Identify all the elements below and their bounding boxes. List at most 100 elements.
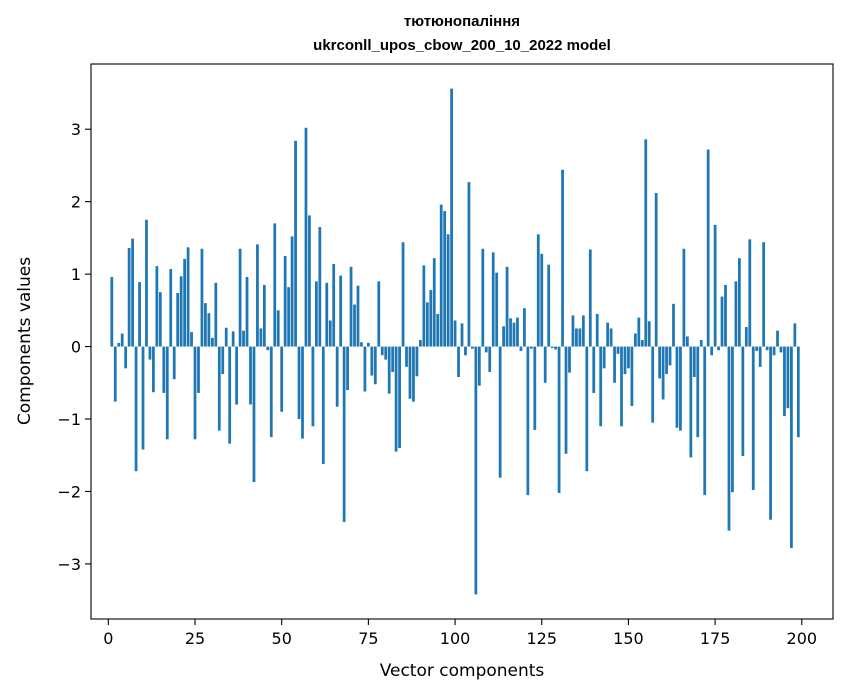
bar-192 <box>772 346 776 356</box>
bar-72 <box>356 285 360 347</box>
bar-93 <box>429 290 433 347</box>
bar-9 <box>138 282 141 347</box>
y-tick-label: 2 <box>71 193 81 212</box>
bar-148 <box>620 346 623 427</box>
bar-32 <box>217 346 221 431</box>
x-tick-label: 100 <box>440 629 471 648</box>
bar-141 <box>595 313 599 347</box>
bar-199 <box>796 346 800 438</box>
bar-104 <box>467 182 471 347</box>
bar-75 <box>367 342 370 347</box>
bar-62 <box>321 346 325 464</box>
bar-125 <box>540 253 544 347</box>
bar-69 <box>346 346 349 391</box>
bar-82 <box>391 346 395 372</box>
bar-108 <box>481 248 485 347</box>
bar-123 <box>533 346 537 430</box>
x-tick-label: 125 <box>526 629 557 648</box>
bar-100 <box>453 320 457 347</box>
bar-53 <box>290 236 294 347</box>
y-axis-ticks: −3 −2 −1 0 1 2 3 <box>57 120 91 574</box>
bar-80 <box>384 346 388 360</box>
bar-151 <box>630 346 634 406</box>
bar-47 <box>269 346 273 438</box>
bar-61 <box>318 227 322 347</box>
bar-41 <box>249 346 252 405</box>
bar-117 <box>512 322 516 347</box>
bar-17 <box>165 346 169 440</box>
bar-144 <box>606 322 610 347</box>
x-tick-label: 200 <box>787 629 818 648</box>
bar-63 <box>325 282 329 347</box>
bar-172 <box>703 346 707 496</box>
bar-198 <box>793 323 797 347</box>
y-tick-label: −1 <box>57 410 81 429</box>
y-tick-label: 0 <box>71 338 81 357</box>
bar-34 <box>224 327 228 347</box>
bar-165 <box>679 346 682 431</box>
bar-14 <box>155 266 159 347</box>
bar-189 <box>762 242 766 347</box>
bar-6 <box>127 248 131 347</box>
bar-120 <box>523 308 526 347</box>
bar-118 <box>516 317 519 347</box>
x-tick-label: 0 <box>103 629 113 648</box>
x-tick-label: 50 <box>272 629 292 648</box>
bar-180 <box>731 346 734 493</box>
bar-94 <box>432 258 436 347</box>
bar-96 <box>439 204 443 347</box>
bar-10 <box>141 346 145 450</box>
bar-38 <box>238 248 242 347</box>
bar-84 <box>398 346 401 449</box>
bar-188 <box>758 346 762 367</box>
bar-112 <box>495 272 499 347</box>
bar-194 <box>779 346 783 353</box>
bar-138 <box>585 346 589 472</box>
bar-83 <box>394 346 398 452</box>
bar-52 <box>287 287 291 347</box>
bar-29 <box>207 313 211 347</box>
bar-102 <box>460 323 464 347</box>
chart-title: тютюнопаління <box>404 13 520 30</box>
bar-91 <box>422 265 426 347</box>
bar-175 <box>713 224 717 347</box>
bar-187 <box>755 346 759 351</box>
bar-131 <box>561 169 564 347</box>
plot-frame <box>90 63 834 620</box>
bar-126 <box>543 346 547 383</box>
bar-15 <box>158 292 162 347</box>
bar-136 <box>578 328 582 347</box>
bar-31 <box>214 282 218 347</box>
bar-40 <box>245 277 249 347</box>
bar-159 <box>658 346 662 379</box>
x-tick-label: 25 <box>185 629 205 648</box>
bar-68 <box>342 346 346 522</box>
bar-177 <box>720 296 724 347</box>
bar-66 <box>335 346 339 407</box>
bar-110 <box>488 346 492 372</box>
bar-19 <box>172 346 176 380</box>
bar-30 <box>210 337 214 347</box>
bar-107 <box>477 346 481 386</box>
bar-60 <box>314 281 318 347</box>
bar-143 <box>602 346 606 369</box>
bar-115 <box>505 266 509 347</box>
bar-18 <box>169 269 173 347</box>
y-tick-label: 3 <box>71 120 81 139</box>
bar-22 <box>183 258 186 347</box>
x-tick-label: 75 <box>358 629 378 648</box>
bar-182 <box>738 258 741 347</box>
bar-186 <box>751 346 755 491</box>
bar-171 <box>699 340 703 347</box>
x-axis-ticks: 0 25 50 75 100 125 150 175 200 <box>103 619 817 648</box>
bar-129 <box>554 346 557 350</box>
y-tick-label: 1 <box>71 265 81 284</box>
bar-184 <box>744 327 748 347</box>
bar-50 <box>280 346 284 412</box>
bar-196 <box>786 346 790 409</box>
bar-92 <box>425 302 429 347</box>
bar-36 <box>231 331 235 347</box>
bar-97 <box>443 211 447 347</box>
bar-170 <box>696 346 700 438</box>
bar-7 <box>131 238 134 347</box>
